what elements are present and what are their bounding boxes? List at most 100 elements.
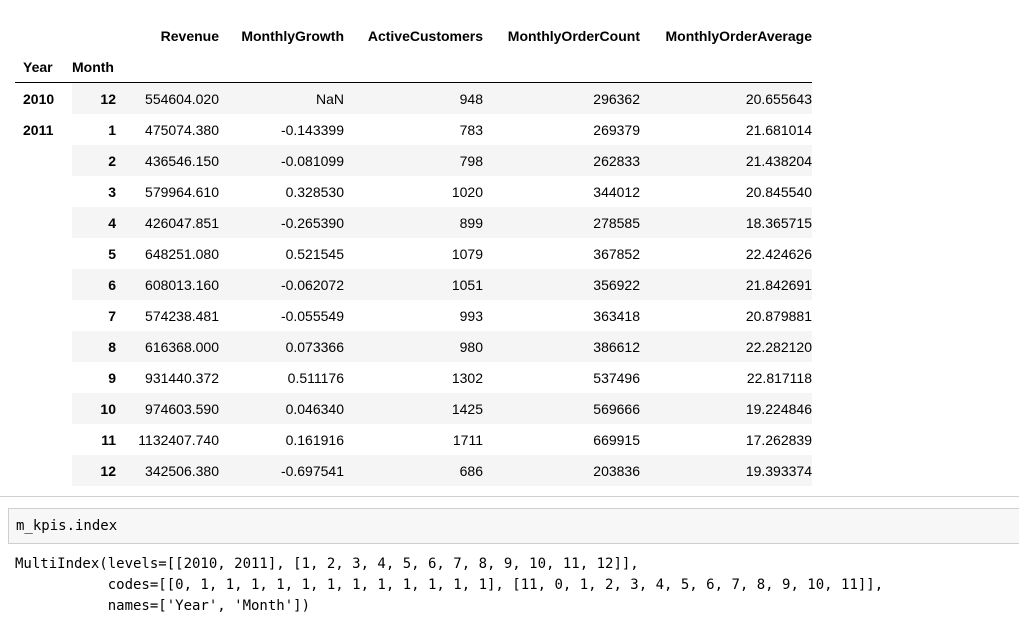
cell-monthly-order-average: 22.424626 [745,245,812,262]
cell-monthly-growth: 0.511176 [287,369,344,386]
row-index-month: 2 [72,145,116,176]
cell-monthly-order-average: 21.842691 [640,269,812,300]
cell-active-customers: 993 [459,307,483,324]
cell-revenue: 426047.851 [116,207,219,238]
cell-monthly-order-average: 22.282120 [640,331,812,362]
cell-monthly-order-count: 269379 [593,121,640,138]
cell-separator [0,496,1019,497]
column-header-row: Revenue MonthlyGrowth ActiveCustomers Mo… [15,20,812,51]
column-header-monthly-growth: MonthlyGrowth [241,27,344,44]
cell-monthly-growth: -0.143399 [280,121,344,138]
row-index-year: 2011 [23,121,54,138]
cell-monthly-growth: 0.161916 [285,431,344,448]
blank-header [15,20,72,51]
cell-active-customers: 686 [344,455,483,486]
cell-revenue: 436546.150 [116,145,219,176]
row-index-month: 12 [72,455,116,486]
row-index-year [15,331,72,362]
row-index-month: 9 [108,369,116,386]
cell-active-customers: 1711 [452,431,483,448]
cell-revenue: 974603.590 [116,393,219,424]
cell-active-customers: 1020 [451,183,483,200]
cell-revenue: 475074.380 [145,121,219,138]
cell-monthly-growth: -0.081099 [219,145,344,176]
output-line: MultiIndex(levels=[[2010, 2011], [1, 2, … [15,556,639,572]
row-index-month: 1 [108,121,116,138]
blank-header [219,51,344,83]
cell-active-customers: 783 [459,121,483,138]
cell-revenue: 1132407.740 [138,431,219,448]
table-row: 6 608013.160 -0.062072 1051 356922 21.842691 [15,269,812,300]
column-header-active-customers: ActiveCustomers [367,27,483,44]
cell-monthly-order-average: 19.224846 [640,393,812,424]
cell-active-customers: 948 [344,82,483,114]
row-index-year [15,455,72,486]
cell-active-customers: 798 [344,145,483,176]
row-index-month: 4 [72,207,116,238]
code-cell-input[interactable]: m_kpis.index [8,508,1019,544]
table-body: 2010 12 554604.020 NaN 948 296362 20.655643 201… [15,82,812,486]
cell-monthly-order-count: 367852 [593,245,640,262]
cell-monthly-growth: -0.697541 [219,455,344,486]
row-index-month: 10 [72,393,116,424]
cell-monthly-order-count: 537496 [593,369,640,386]
table-row: 9 931440.372 0.511176 1302 537496 22.817118 [15,362,812,393]
row-index-month: 5 [108,245,116,262]
cell-revenue: 554604.020 [116,82,219,114]
blank-header [483,51,640,83]
column-header-monthly-order-average: MonthlyOrderAverage [665,27,812,44]
multiindex-output: MultiIndex(levels=[[2010, 2011], [1, 2, … [15,554,883,617]
blank-header [72,20,116,51]
index-name-month: Month [72,51,116,83]
cell-monthly-order-average: 19.393374 [640,455,812,486]
table-row: 2 436546.150 -0.081099 798 262833 21.438204 [15,145,812,176]
cell-monthly-order-average: 18.365715 [640,207,812,238]
dataframe-output: Revenue MonthlyGrowth ActiveCustomers Mo… [15,20,812,486]
cell-monthly-order-count: 363418 [593,307,640,324]
column-header-monthly-order-count: MonthlyOrderCount [507,27,640,44]
cell-monthly-order-average: 20.655643 [640,82,812,114]
row-index-month: 8 [72,331,116,362]
output-line: names=['Year', 'Month']) [15,598,311,614]
blank-header [116,51,219,83]
row-index-month: 7 [108,307,116,324]
table-row: 7 574238.481 -0.055549 993 363418 20.879881 [15,300,812,331]
cell-monthly-growth: -0.062072 [219,269,344,300]
table-row: 5 648251.080 0.521545 1079 367852 22.424626 [15,238,812,269]
row-index-year [15,393,72,424]
cell-revenue: 931440.372 [145,369,219,386]
cell-monthly-order-average: 21.438204 [640,145,812,176]
cell-monthly-growth: -0.265390 [219,207,344,238]
table-row: 12 342506.380 -0.697541 686 203836 19.393374 [15,455,812,486]
row-index-year [15,424,72,455]
row-index-month: 3 [108,183,116,200]
cell-monthly-order-count: 356922 [483,269,640,300]
table-row: 4 426047.851 -0.265390 899 278585 18.365715 [15,207,812,238]
table-row: 8 616368.000 0.073366 980 386612 22.282120 [15,331,812,362]
row-index-year [15,269,72,300]
cell-revenue: 616368.000 [116,331,219,362]
table-row: 3 579964.610 0.328530 1020 344012 20.845540 [15,176,812,207]
cell-monthly-order-average: 21.681014 [745,121,812,138]
kpi-dataframe-table: Revenue MonthlyGrowth ActiveCustomers Mo… [15,20,812,486]
code-source[interactable]: m_kpis.index [16,518,118,534]
cell-monthly-growth: 0.046340 [219,393,344,424]
cell-monthly-order-average: 17.262839 [745,431,812,448]
cell-monthly-order-count: 344012 [593,183,640,200]
cell-revenue: 648251.080 [145,245,219,262]
cell-monthly-growth: NaN [219,82,344,114]
output-line: codes=[[0, 1, 1, 1, 1, 1, 1, 1, 1, 1, 1,… [15,577,884,593]
cell-revenue: 574238.481 [145,307,219,324]
cell-active-customers: 980 [344,331,483,362]
row-index-year [15,207,72,238]
cell-active-customers: 1079 [451,245,483,262]
blank-header [640,51,812,83]
cell-monthly-order-count: 203836 [483,455,640,486]
cell-monthly-order-average: 20.879881 [745,307,812,324]
table-row: 11 1132407.740 0.161916 1711 669915 17.262839 [15,424,812,455]
cell-monthly-order-count: 386612 [483,331,640,362]
blank-header [344,51,483,83]
table-row: 2010 12 554604.020 NaN 948 296362 20.655643 [15,82,812,114]
cell-monthly-growth: 0.328530 [285,183,344,200]
row-index-month: 11 [101,431,116,448]
